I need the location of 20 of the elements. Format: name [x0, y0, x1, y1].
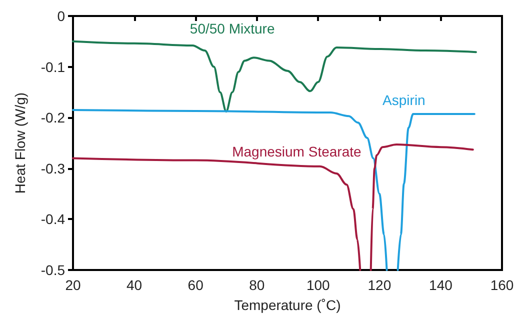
x-tick-label: 20	[65, 277, 81, 293]
series-label: 50/50 Mixture	[190, 20, 275, 37]
y-tick-label: -0.1	[40, 58, 66, 75]
x-axis-title: Temperature (˚C)	[234, 297, 341, 313]
x-tick-label: 100	[306, 277, 330, 293]
series-label: Magnesium Stearate	[232, 144, 362, 160]
x-tick-label: 140	[429, 277, 453, 293]
line-series	[72, 40, 477, 113]
x-tick-label: 80	[249, 277, 265, 293]
y-tick-label: -0.5	[40, 262, 66, 278]
series-label: Aspirin	[382, 92, 426, 108]
x-tick-label: 40	[126, 277, 142, 293]
y-tick-label: -0.3	[40, 160, 66, 176]
y-tick-label: -0.2	[40, 110, 66, 126]
x-tick-label: 160	[490, 277, 514, 293]
y-axis-title: Heat Flow (W/g)	[12, 92, 28, 194]
x-tick-label: 60	[188, 277, 204, 293]
x-tick-label: 120	[368, 277, 392, 293]
y-tick-label: 0	[57, 8, 66, 24]
y-tick-label: -0.4	[40, 211, 66, 228]
